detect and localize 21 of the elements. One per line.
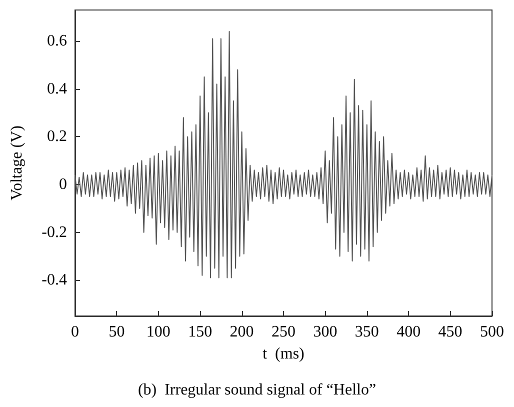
x-tick-label: 200 bbox=[230, 324, 254, 340]
line-series bbox=[74, 31, 492, 278]
x-tick-label: 400 bbox=[396, 324, 421, 340]
x-tick-label: 150 bbox=[188, 324, 212, 340]
y-tick-label: 0.4 bbox=[47, 80, 67, 98]
x-tick-label: 50 bbox=[108, 324, 125, 340]
x-tick-label: 250 bbox=[272, 324, 296, 340]
x-tick-label: 0 bbox=[71, 324, 79, 340]
y-tick-label: 0 bbox=[59, 176, 67, 194]
y-tick-label: -0.4 bbox=[42, 272, 67, 289]
x-tick-label: 450 bbox=[438, 324, 462, 340]
y-axis-title: Voltage (V) bbox=[8, 126, 26, 200]
y-tick-label: -0.2 bbox=[42, 224, 67, 241]
y-tick-label: 0.2 bbox=[47, 128, 67, 146]
x-tick-label: 350 bbox=[354, 324, 379, 340]
x-tick-label: 500 bbox=[480, 324, 504, 340]
x-tick-label: 300 bbox=[313, 324, 338, 340]
x-tick-label: 100 bbox=[146, 324, 170, 340]
y-tick-label: 0.6 bbox=[47, 32, 67, 50]
text: (b) Irregular sound signal of “Hello” bbox=[138, 382, 376, 398]
x-axis-title: t (ms) bbox=[262, 346, 304, 362]
